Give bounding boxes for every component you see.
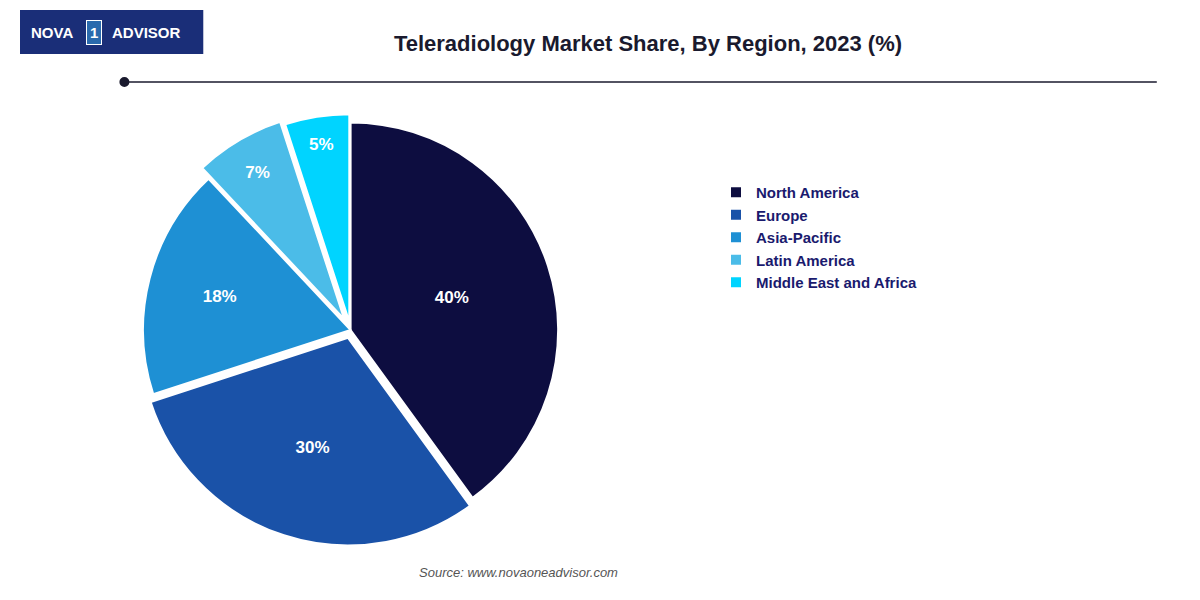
svg-text:Source: www.novaoneadvisor.com: Source: www.novaoneadvisor.com [419, 565, 618, 580]
svg-text:7%: 7% [245, 163, 270, 182]
svg-text:5%: 5% [309, 135, 334, 154]
svg-text:Asia-Pacific: Asia-Pacific [756, 229, 841, 246]
svg-text:NOVA: NOVA [31, 24, 73, 41]
svg-text:40%: 40% [435, 288, 469, 307]
svg-text:30%: 30% [296, 438, 330, 457]
svg-text:Teleradiology Market Share, By: Teleradiology Market Share, By Region, 2… [394, 31, 902, 56]
svg-text:ADVISOR: ADVISOR [112, 24, 181, 41]
svg-text:Latin America: Latin America [756, 252, 855, 269]
svg-text:Europe: Europe [756, 207, 808, 224]
svg-text:Middle East and Africa: Middle East and Africa [756, 274, 917, 291]
svg-text:North America: North America [756, 184, 859, 201]
svg-text:1: 1 [90, 24, 98, 41]
svg-text:18%: 18% [203, 287, 237, 306]
